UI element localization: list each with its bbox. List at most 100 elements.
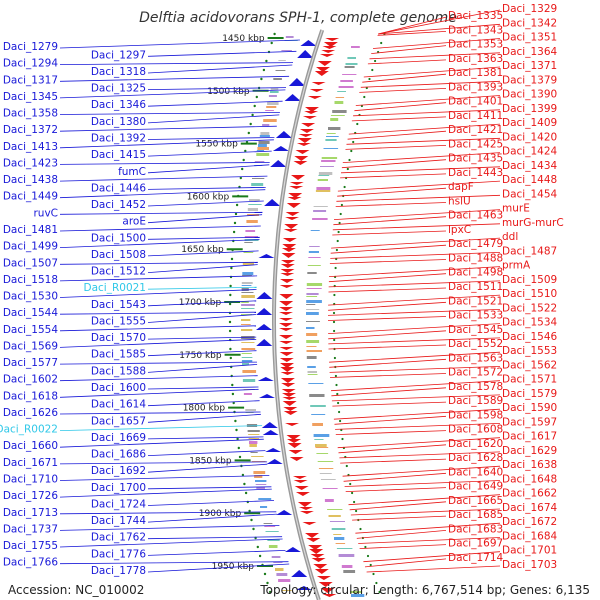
reverse-gene-mark xyxy=(291,570,308,577)
gene-label-forward: Daci_1511 xyxy=(448,281,503,293)
gene-label-forward: Daci_1479 xyxy=(448,238,503,250)
gene-label-forward: Daci_1597 xyxy=(502,416,557,428)
annotation-band-block xyxy=(342,74,357,75)
label-callout-line xyxy=(147,64,293,74)
annotation-band-block xyxy=(306,327,315,329)
ruler-dot xyxy=(341,437,344,441)
label-callout-line xyxy=(329,351,501,363)
label-callout-line xyxy=(59,289,257,298)
annotation-band-block xyxy=(246,220,258,223)
ruler-dot xyxy=(248,509,251,513)
label-callout-line xyxy=(59,388,259,398)
annotation-band-block xyxy=(321,157,338,159)
forward-gene-mark xyxy=(287,443,302,448)
annotation-band-block xyxy=(245,409,256,411)
annotation-band-block xyxy=(278,579,291,582)
annotation-band-block xyxy=(313,210,327,212)
ruler-dot xyxy=(351,491,354,495)
forward-gene-mark xyxy=(288,450,303,454)
gene-label-forward: Daci_1533 xyxy=(448,310,503,322)
reverse-gene-mark xyxy=(258,254,275,258)
annotation-band-block xyxy=(340,80,353,82)
label-callout-line xyxy=(331,237,501,249)
gene-label-reverse: Daci_1626 xyxy=(3,407,59,419)
annotation-band-block xyxy=(335,543,346,544)
annotation-band-block xyxy=(241,324,251,325)
annotation-band-block xyxy=(264,526,276,527)
label-callout-line xyxy=(347,130,447,140)
annotation-band-block xyxy=(314,439,324,440)
gene-label-reverse: Daci_1481 xyxy=(3,224,58,236)
gene-label-reverse: Daci_1776 xyxy=(91,548,147,560)
forward-gene-mark xyxy=(280,367,295,372)
annotation-band-block xyxy=(307,272,317,274)
annotation-band-block xyxy=(308,383,324,384)
annotation-band-block xyxy=(273,562,283,563)
label-callout-line xyxy=(372,38,501,49)
ruler-dot xyxy=(228,329,232,333)
forward-gene-mark xyxy=(280,279,294,283)
label-callout-line xyxy=(346,137,501,145)
ruler-dot xyxy=(229,293,232,297)
annotation-band-block xyxy=(244,236,258,238)
annotation-band-block xyxy=(306,300,322,303)
reverse-gene-mark xyxy=(262,430,279,435)
label-callout-line xyxy=(147,214,263,224)
gene-label-forward: Daci_1640 xyxy=(448,466,503,478)
ruler-dot xyxy=(348,158,351,162)
annotation-band-block xyxy=(306,288,322,289)
label-callout-line xyxy=(147,450,266,456)
gene-label-forward: Daci_1572 xyxy=(448,367,503,379)
annotation-band-block xyxy=(248,434,260,435)
gene-label-forward: Daci_1498 xyxy=(448,267,503,279)
annotation-band-block xyxy=(306,312,319,315)
gene-label-reverse: Daci_1413 xyxy=(3,141,58,153)
label-callout-line xyxy=(340,166,501,174)
gene-label-forward: Daci_1638 xyxy=(502,459,557,471)
ruler-dot xyxy=(356,122,359,126)
ruler-dot xyxy=(250,518,253,522)
annotation-band-block xyxy=(241,360,253,362)
label-callout-line xyxy=(59,488,272,498)
gene-label-forward: Daci_1578 xyxy=(448,381,503,393)
annotation-band-block xyxy=(335,97,345,98)
gene-label-forward: Daci_1420 xyxy=(502,131,557,143)
gene-label-reverse: Daci_1602 xyxy=(3,374,58,386)
annotation-band-block xyxy=(328,515,341,517)
annotation-band-block xyxy=(254,475,263,478)
ruler-dot xyxy=(380,41,383,45)
label-callout-line xyxy=(147,336,257,340)
label-callout-line xyxy=(327,316,447,321)
annotation-band-block xyxy=(251,461,266,462)
ruler-dot xyxy=(337,230,340,234)
gene-label-forward: Daci_1371 xyxy=(502,60,557,72)
forward-gene-mark xyxy=(283,229,298,232)
label-callout-line xyxy=(330,252,501,259)
ruler-dot xyxy=(231,392,235,396)
label-callout-line xyxy=(328,280,501,288)
forward-gene-mark xyxy=(279,347,294,350)
label-callout-line xyxy=(147,436,264,440)
annotation-band-block xyxy=(313,434,330,437)
label-callout-line xyxy=(59,261,258,265)
label-callout-line xyxy=(378,9,501,35)
label-callout-line xyxy=(59,538,283,548)
gene-label-forward: Daci_1487 xyxy=(502,245,557,257)
gene-label-reverse: Daci_1724 xyxy=(91,499,147,511)
gene-label-reverse: Daci_1713 xyxy=(3,507,58,519)
ruler-dot xyxy=(229,284,232,288)
feature-layer xyxy=(228,32,386,597)
annotation-band-block xyxy=(267,539,280,541)
label-callout-line xyxy=(352,515,447,521)
ruler-dot xyxy=(233,221,237,225)
ruler-dot xyxy=(235,428,238,432)
ruler-dot xyxy=(336,239,339,243)
annotation-band-block xyxy=(312,423,323,426)
ruler-dot xyxy=(252,527,255,531)
ruler-dot xyxy=(333,329,336,333)
gene-label-forward: Daci_1443 xyxy=(448,167,503,179)
ruler-dot xyxy=(349,482,352,486)
label-callout-line xyxy=(349,501,447,511)
label-callout-line xyxy=(333,408,501,420)
reverse-gene-mark xyxy=(261,422,278,428)
